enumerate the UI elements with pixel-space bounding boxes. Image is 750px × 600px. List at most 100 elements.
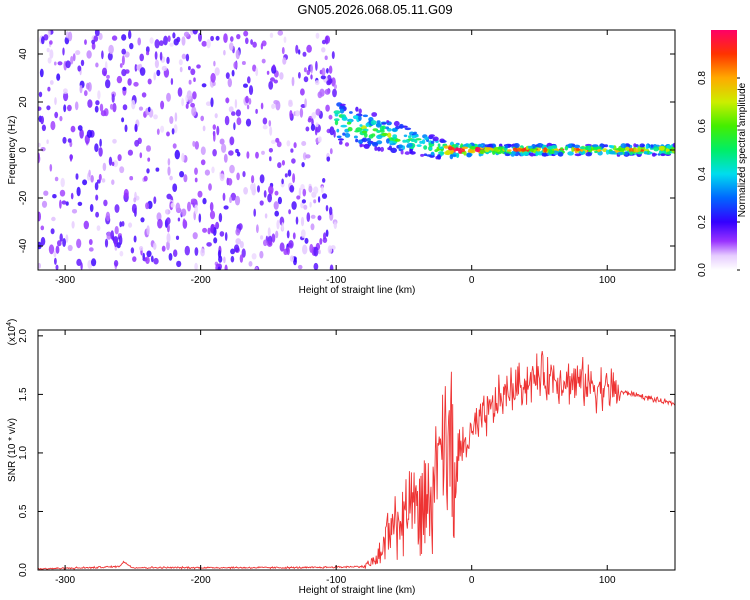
spectrogram-cell bbox=[567, 143, 572, 149]
spectrogram-cell bbox=[461, 148, 466, 152]
spectrogram-cell bbox=[166, 240, 170, 251]
spectrogram-cell bbox=[39, 68, 44, 78]
spectrogram-cell bbox=[629, 147, 634, 153]
spectrogram-region bbox=[333, 102, 447, 160]
y-tick-label: 20 bbox=[18, 96, 29, 108]
spectrogram-cell bbox=[315, 108, 321, 116]
spectrogram-cell bbox=[320, 185, 324, 194]
spectrogram-cell bbox=[194, 141, 199, 150]
spectrogram-cell bbox=[94, 143, 99, 153]
spectrogram-cell bbox=[56, 73, 61, 81]
spectrogram-cell bbox=[210, 97, 214, 108]
spectrogram-cell bbox=[112, 138, 117, 144]
spectrogram-cell bbox=[504, 153, 511, 157]
spectrogram-cell bbox=[298, 72, 301, 79]
spectrogram-cell bbox=[387, 132, 392, 138]
spectrogram-cell bbox=[75, 50, 81, 56]
spectrogram-cell bbox=[366, 137, 372, 142]
x-tick-label: 100 bbox=[599, 575, 616, 586]
spectrogram-cell bbox=[46, 47, 50, 53]
spectrogram-cell bbox=[325, 35, 329, 45]
spectrogram-cell bbox=[374, 146, 378, 151]
spectrogram-cell bbox=[274, 210, 280, 217]
spectrogram-region bbox=[38, 30, 338, 270]
y-tick-label: -20 bbox=[18, 190, 29, 205]
spectrogram-cell bbox=[70, 192, 74, 200]
spectrogram-cell bbox=[543, 152, 547, 157]
spectrogram-cell bbox=[119, 63, 123, 68]
spectrogram-cell bbox=[353, 135, 358, 139]
spectrogram-cell bbox=[286, 230, 290, 239]
spectrogram-cell bbox=[318, 249, 321, 255]
spectrogram-cell bbox=[47, 86, 51, 92]
spectrogram-cell bbox=[225, 72, 230, 79]
spectrogram-cell bbox=[167, 35, 171, 42]
spectrogram-cell bbox=[119, 166, 125, 174]
spectrogram-cell bbox=[157, 218, 163, 229]
spectrogram-cell bbox=[426, 154, 432, 157]
spectrogram-cell bbox=[310, 74, 313, 80]
spectrogram-cell bbox=[377, 146, 381, 152]
spectrogram-cell bbox=[196, 64, 201, 69]
spectrogram-cell bbox=[176, 36, 181, 43]
snr-marks bbox=[38, 351, 675, 570]
spectrogram-cell bbox=[331, 51, 335, 60]
spectrogram-cell bbox=[166, 193, 172, 200]
spectrogram-cell bbox=[527, 145, 533, 149]
colorbar-label: Normalized spectral amplitude bbox=[737, 82, 748, 217]
spectrogram-cell bbox=[161, 245, 166, 252]
spectrogram-cell bbox=[252, 41, 257, 48]
spectrogram-cell bbox=[269, 156, 272, 162]
spectrogram-cell bbox=[212, 124, 216, 130]
spectrogram-cell bbox=[170, 78, 174, 85]
spectrogram-cell bbox=[333, 221, 337, 229]
spectrogram-cell bbox=[339, 105, 346, 110]
colorbar-tick-label: 0.6 bbox=[697, 119, 708, 133]
spectrogram-cell bbox=[262, 124, 268, 130]
colorbar-tick-label: 0.8 bbox=[697, 71, 708, 85]
spectrogram-cell bbox=[609, 150, 616, 155]
spectrogram-cell bbox=[620, 143, 627, 149]
spectrogram-cell bbox=[54, 97, 57, 106]
spectrogram-cell bbox=[95, 62, 99, 68]
spectrogram-cell bbox=[177, 217, 181, 222]
spectrogram-cell bbox=[88, 247, 94, 252]
spectrogram-cell bbox=[247, 76, 251, 84]
spectrogram-cell bbox=[138, 106, 144, 111]
spectrogram-cell bbox=[84, 90, 88, 97]
spectrogram-cell bbox=[305, 154, 311, 159]
spectrogram-cell bbox=[107, 52, 113, 61]
spectrogram-cell bbox=[210, 35, 215, 42]
spectrogram-cell bbox=[298, 49, 301, 55]
spectrogram-cell bbox=[153, 114, 158, 120]
spectrogram-cell bbox=[273, 79, 278, 84]
spectrogram-cell bbox=[268, 185, 274, 195]
spectrogram-cell bbox=[304, 237, 309, 244]
spectrogram-cell bbox=[653, 146, 660, 152]
spectrogram-cell bbox=[294, 257, 297, 263]
spectrogram-cell bbox=[235, 238, 241, 245]
spectrogram-cell bbox=[352, 115, 359, 120]
spectrogram-cell bbox=[235, 228, 241, 236]
spectrogram-cell bbox=[166, 92, 171, 102]
spectrogram-cell bbox=[543, 147, 548, 153]
spectrogram-cell bbox=[389, 140, 394, 144]
spectrogram-cell bbox=[103, 199, 108, 207]
spectrogram-cell bbox=[69, 154, 73, 162]
spectrogram-cell bbox=[359, 124, 363, 127]
spectrogram-cell bbox=[241, 61, 246, 65]
spectrogram-cell bbox=[181, 208, 187, 217]
spectrogram-cell bbox=[223, 153, 228, 163]
y-tick-label: 40 bbox=[18, 48, 29, 60]
spectrogram-cell bbox=[67, 138, 72, 143]
spectrogram-cell bbox=[146, 145, 151, 152]
spectrogram-cell bbox=[255, 151, 259, 159]
spectrogram-cell bbox=[95, 211, 99, 218]
spectrogram-cell bbox=[190, 198, 197, 203]
spectrogram-cell bbox=[462, 144, 469, 148]
spectrogram-cell bbox=[259, 174, 265, 184]
figure-title: GN05.2026.068.05.11.G09 bbox=[297, 2, 452, 17]
spectrogram-cell bbox=[63, 88, 68, 94]
spectrogram-cell bbox=[260, 102, 264, 110]
spectrogram-cell bbox=[139, 53, 144, 62]
